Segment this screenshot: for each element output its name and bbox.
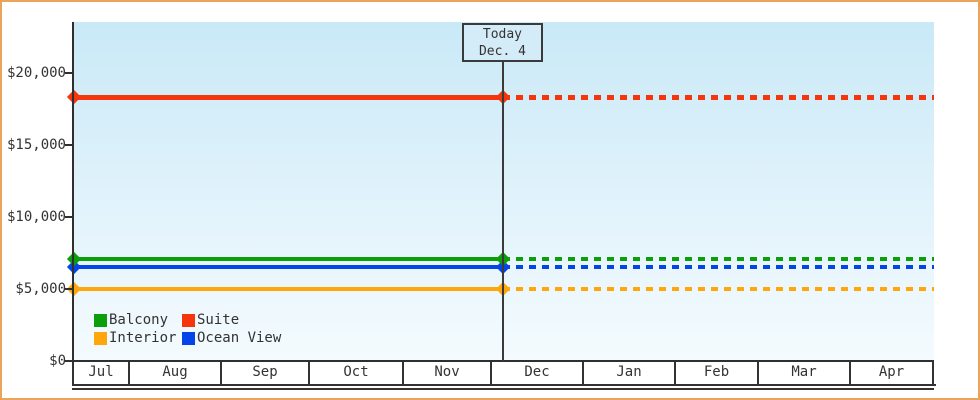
- legend-item-balcony: Balcony: [94, 312, 182, 328]
- month-cell-oct: Oct: [310, 362, 404, 384]
- legend-label: Suite: [197, 312, 240, 328]
- month-cell-dec: Dec: [492, 362, 584, 384]
- month-cell-apr: Apr: [851, 362, 934, 384]
- series-line-solid-suite: [74, 94, 503, 100]
- y-tick-label: $0: [49, 353, 66, 369]
- legend-label: Interior: [109, 330, 177, 346]
- series-line-dashed-interior: [503, 287, 934, 291]
- legend-swatch-ocean-view: [182, 331, 195, 345]
- month-cell-mar: Mar: [759, 362, 851, 384]
- legend-swatch-suite: [182, 313, 195, 327]
- today-date-text: Dec. 4: [478, 44, 526, 59]
- y-tick-mark: [65, 72, 72, 74]
- month-axis: Jul Aug Sep Oct Nov Dec Jan Feb Mar Apr: [72, 362, 936, 386]
- month-cell-jan: Jan: [584, 362, 676, 384]
- y-tick-mark: [65, 288, 72, 290]
- legend-label: Balcony: [109, 312, 169, 328]
- series-line-dashed-suite: [503, 94, 934, 100]
- legend-item-interior: Interior: [94, 330, 182, 346]
- month-axis-underline: [72, 388, 934, 390]
- legend-label: Ocean View: [197, 330, 282, 346]
- y-tick-label: $20,000: [6, 65, 66, 81]
- month-cell-sep: Sep: [222, 362, 310, 384]
- series-line-solid-balcony: [74, 256, 503, 261]
- y-tick-mark: [65, 144, 72, 146]
- month-cell-jul: Jul: [74, 362, 130, 384]
- today-marker-label: Today Dec. 4: [461, 23, 543, 62]
- plot-area: [66, 22, 934, 361]
- series-line-solid-interior: [74, 287, 503, 291]
- legend-item-suite: Suite: [182, 312, 281, 328]
- series-line-dashed-balcony: [503, 256, 934, 261]
- series-line-solid-ocean-view: [74, 265, 503, 270]
- month-cell-aug: Aug: [130, 362, 222, 384]
- legend-swatch-interior: [94, 331, 107, 345]
- y-axis-line: [72, 22, 74, 362]
- y-tick-label: $10,000: [6, 209, 66, 225]
- x-axis-line: [72, 360, 934, 362]
- series-line-dashed-ocean-view: [503, 265, 934, 270]
- legend-item-ocean-view: Ocean View: [182, 330, 281, 346]
- month-cell-feb: Feb: [676, 362, 759, 384]
- y-tick-label: $5,000: [15, 281, 66, 297]
- y-tick-mark: [65, 216, 72, 218]
- y-tick-mark: [65, 360, 72, 362]
- series-marker-suite: [66, 90, 82, 105]
- legend-swatch-balcony: [94, 313, 107, 327]
- today-marker-line: [501, 61, 504, 361]
- today-label-text: Today: [482, 27, 523, 42]
- month-cell-nov: Nov: [404, 362, 492, 384]
- legend: Balcony Suite Interior Ocean View: [94, 312, 281, 346]
- y-tick-label: $15,000: [6, 137, 66, 153]
